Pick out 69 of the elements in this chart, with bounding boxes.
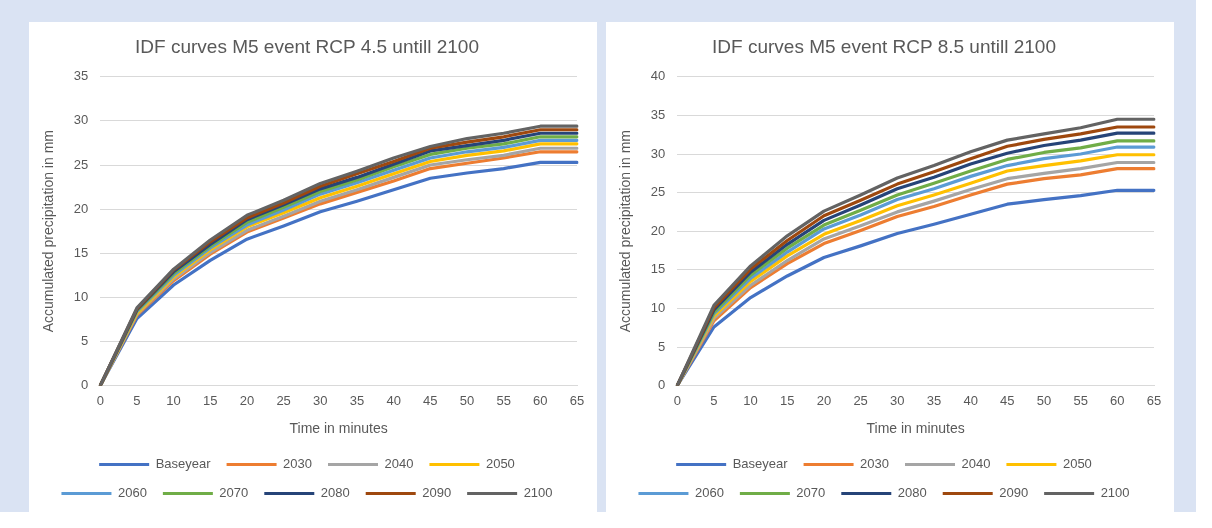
x-tick-label: 0 (673, 392, 681, 408)
legend-label: 2100 (1100, 485, 1130, 501)
x-tick-label: 0 (96, 392, 104, 408)
y-tick-label: 5 (81, 333, 89, 349)
legend-label: 2060 (117, 485, 147, 501)
x-tick-label: 15 (780, 392, 795, 408)
x-tick-label: 30 (313, 392, 328, 408)
x-tick-label: 5 (133, 392, 141, 408)
y-tick-label: 10 (650, 299, 666, 315)
x-tick-label: 35 (926, 392, 942, 408)
x-tick-label: 25 (276, 392, 291, 408)
legend-label: 2030 (860, 456, 889, 472)
y-tick-label: 15 (650, 261, 666, 277)
x-axis-title: Time in minutes (289, 420, 388, 437)
y-axis-title: Accumulated precipitation in mm (617, 130, 634, 333)
x-tick-label: 15 (203, 392, 218, 408)
legend-label: 2070 (219, 485, 249, 501)
legend-label: 2050 (485, 456, 515, 472)
x-tick-label: 65 (569, 392, 585, 408)
legend-label: 2050 (1062, 456, 1092, 472)
x-tick-label: 40 (386, 392, 401, 408)
legend-label: 2100 (523, 485, 553, 501)
y-tick-label: 5 (658, 338, 666, 354)
y-tick-label: 20 (650, 222, 666, 238)
y-tick-label: 15 (73, 244, 89, 260)
x-tick-label: 20 (239, 392, 255, 408)
y-tick-label: 20 (73, 200, 89, 216)
y-tick-label: 40 (650, 68, 666, 84)
x-tick-label: 45 (423, 392, 438, 408)
x-tick-label: 5 (710, 392, 718, 408)
legend-label: 2030 (283, 456, 312, 472)
legend-label: 2040 (384, 456, 414, 472)
legend-label: 2070 (796, 485, 826, 501)
y-tick-label: 30 (650, 145, 666, 161)
y-tick-label: 0 (658, 377, 666, 393)
x-tick-label: 10 (743, 392, 758, 408)
y-tick-label: 25 (650, 184, 666, 200)
x-tick-label: 60 (533, 392, 548, 408)
chart-title: IDF curves M5 event RCP 8.5 untill 2100 (712, 35, 1056, 57)
legend-label: 2060 (694, 485, 724, 501)
x-tick-label: 45 (1000, 392, 1015, 408)
legend-label: 2080 (320, 485, 350, 501)
x-tick-label: 30 (890, 392, 905, 408)
y-tick-label: 10 (73, 288, 89, 304)
x-tick-label: 10 (166, 392, 181, 408)
x-tick-label: 50 (1036, 392, 1052, 408)
x-tick-label: 65 (1146, 392, 1162, 408)
x-tick-label: 60 (1110, 392, 1125, 408)
x-tick-label: 20 (816, 392, 832, 408)
y-tick-label: 35 (650, 106, 666, 122)
legend-label: 2090 (999, 485, 1029, 501)
x-tick-label: 50 (459, 392, 475, 408)
y-tick-label: 25 (73, 156, 89, 172)
legend-label: 2090 (422, 485, 452, 501)
legend-label: Baseyear (155, 456, 212, 472)
y-tick-label: 30 (73, 112, 89, 128)
legend-label: 2040 (961, 456, 991, 472)
legend-label: Baseyear (732, 456, 789, 472)
x-tick-label: 35 (349, 392, 365, 408)
chart-title: IDF curves M5 event RCP 4.5 untill 2100 (135, 35, 479, 57)
legend-label: 2080 (897, 485, 927, 501)
x-tick-label: 40 (963, 392, 978, 408)
x-axis-title: Time in minutes (866, 420, 965, 437)
y-axis-title: Accumulated precipitation in mm (40, 130, 57, 333)
x-tick-label: 55 (496, 392, 511, 408)
x-tick-label: 55 (1073, 392, 1088, 408)
y-tick-label: 35 (73, 68, 89, 84)
y-tick-label: 0 (81, 377, 89, 393)
x-tick-label: 25 (853, 392, 868, 408)
